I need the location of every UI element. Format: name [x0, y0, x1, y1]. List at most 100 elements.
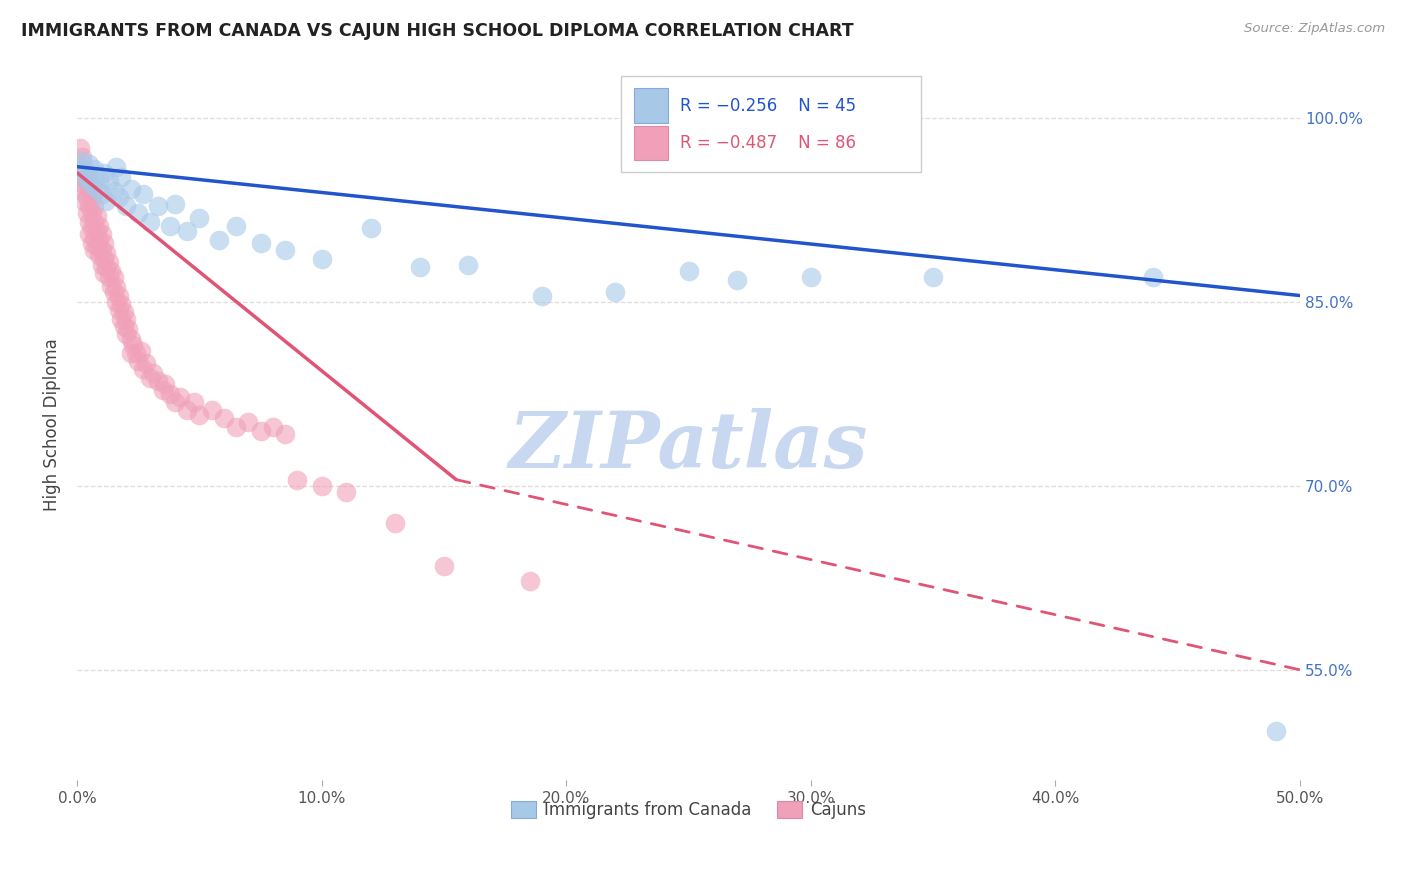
- Point: [678, 264, 700, 278]
- Point: [274, 427, 297, 442]
- Point: [169, 391, 191, 405]
- Point: [100, 278, 122, 293]
- Point: [93, 252, 115, 266]
- Point: [69, 160, 91, 174]
- Point: [800, 270, 823, 285]
- Point: [519, 574, 541, 589]
- Point: [93, 235, 115, 250]
- Point: [69, 141, 91, 155]
- Point: [159, 219, 181, 233]
- Point: [115, 311, 138, 326]
- FancyBboxPatch shape: [621, 76, 921, 172]
- Point: [142, 366, 165, 380]
- Point: [93, 166, 115, 180]
- Point: [80, 190, 103, 204]
- Point: [225, 219, 247, 233]
- Point: [96, 194, 118, 208]
- Point: [103, 270, 125, 285]
- Point: [100, 264, 122, 278]
- Point: [152, 383, 174, 397]
- Point: [153, 376, 176, 391]
- Point: [120, 331, 142, 345]
- Point: [127, 206, 149, 220]
- Point: [163, 196, 186, 211]
- Point: [90, 186, 112, 201]
- Point: [146, 199, 169, 213]
- Point: [127, 353, 149, 368]
- Point: [70, 169, 93, 184]
- Text: Source: ZipAtlas.com: Source: ZipAtlas.com: [1244, 22, 1385, 36]
- Point: [86, 182, 108, 196]
- Point: [83, 215, 105, 229]
- Point: [457, 258, 479, 272]
- Point: [70, 150, 93, 164]
- Point: [80, 206, 103, 220]
- Point: [107, 190, 129, 204]
- Point: [79, 182, 101, 196]
- Point: [183, 395, 205, 409]
- Point: [117, 321, 139, 335]
- Point: [201, 402, 224, 417]
- Point: [73, 169, 96, 184]
- Text: R = −0.487    N = 86: R = −0.487 N = 86: [681, 135, 856, 153]
- Point: [408, 260, 430, 275]
- Point: [110, 311, 132, 326]
- Point: [433, 558, 456, 573]
- Point: [97, 174, 120, 188]
- Point: [69, 160, 91, 174]
- Point: [530, 288, 553, 302]
- Point: [83, 199, 105, 213]
- Point: [384, 516, 406, 530]
- FancyBboxPatch shape: [634, 88, 668, 122]
- Point: [87, 248, 110, 262]
- Point: [159, 386, 181, 401]
- Point: [107, 288, 129, 302]
- Text: ZIPatlas: ZIPatlas: [509, 408, 869, 484]
- Point: [112, 319, 135, 334]
- Point: [79, 199, 101, 213]
- Point: [83, 231, 105, 245]
- Point: [110, 169, 132, 184]
- Text: IMMIGRANTS FROM CANADA VS CAJUN HIGH SCHOOL DIPLOMA CORRELATION CHART: IMMIGRANTS FROM CANADA VS CAJUN HIGH SCH…: [21, 22, 853, 40]
- Point: [274, 243, 297, 257]
- Point: [262, 420, 284, 434]
- Y-axis label: High School Diploma: High School Diploma: [44, 338, 60, 511]
- Point: [93, 267, 115, 281]
- Point: [80, 221, 103, 235]
- Point: [80, 235, 103, 250]
- Point: [922, 270, 945, 285]
- Point: [115, 326, 138, 341]
- Point: [76, 190, 98, 204]
- Point: [212, 411, 235, 425]
- Point: [163, 395, 186, 409]
- Point: [110, 297, 132, 311]
- Point: [90, 243, 112, 257]
- Point: [86, 239, 108, 253]
- Point: [146, 375, 169, 389]
- Point: [76, 206, 98, 220]
- Point: [79, 157, 101, 171]
- Point: [73, 194, 96, 208]
- Point: [79, 174, 101, 188]
- Point: [97, 270, 120, 285]
- Point: [112, 304, 135, 318]
- Point: [76, 174, 98, 188]
- Point: [225, 420, 247, 434]
- Point: [1142, 270, 1164, 285]
- Point: [87, 233, 110, 247]
- Point: [105, 294, 128, 309]
- Point: [86, 209, 108, 223]
- Point: [107, 303, 129, 318]
- Point: [249, 235, 271, 250]
- Point: [70, 153, 93, 168]
- Point: [360, 221, 382, 235]
- Point: [90, 227, 112, 242]
- Point: [132, 362, 155, 376]
- Point: [176, 223, 198, 237]
- Point: [90, 258, 112, 272]
- Point: [103, 184, 125, 198]
- Point: [125, 346, 148, 360]
- Point: [105, 280, 128, 294]
- Point: [176, 402, 198, 417]
- Point: [87, 172, 110, 186]
